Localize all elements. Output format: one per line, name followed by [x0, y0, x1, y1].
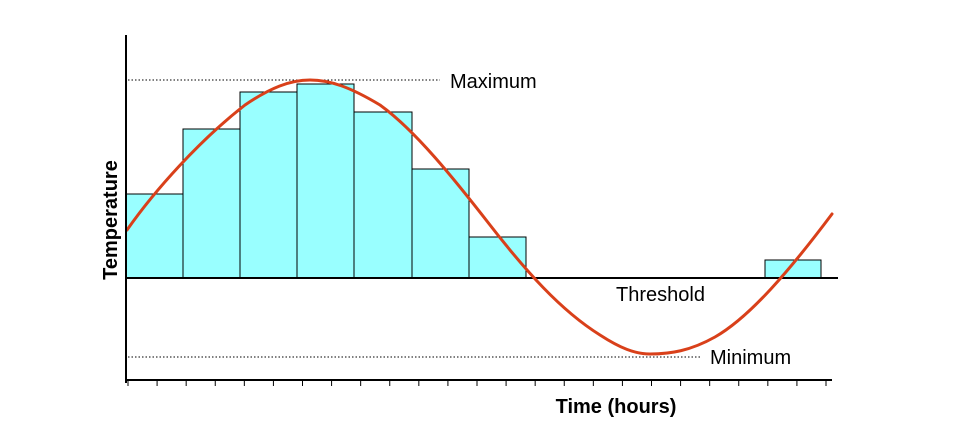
minimum-label: Minimum: [710, 347, 791, 369]
threshold-label: Threshold: [616, 284, 705, 306]
maximum-label: Maximum: [450, 71, 537, 93]
bar-hours-6-8: [296, 83, 355, 279]
bar-hours-8-10: [353, 111, 413, 279]
temperature-curve: [125, 78, 834, 356]
bar-hours-0-2: [125, 193, 184, 279]
x-axis-title: Time (hours): [556, 396, 677, 418]
bar-hours-10-12: [411, 168, 470, 279]
x-axis-ticks: [127, 380, 827, 386]
bar-hours-4-6: [239, 91, 298, 279]
excess-bars: [125, 83, 822, 279]
y-axis-title: Temperature: [100, 160, 122, 280]
